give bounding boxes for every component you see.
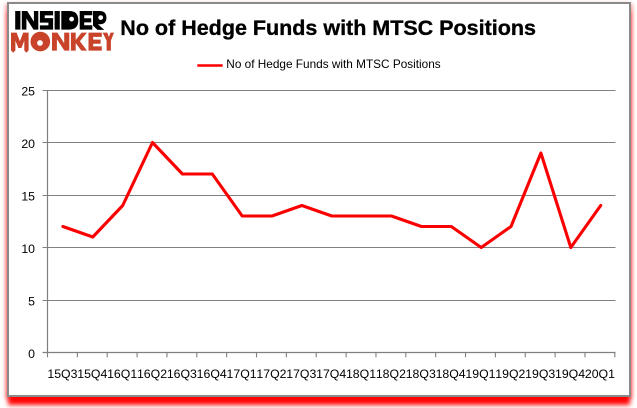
svg-text:19Q1: 19Q1 [465, 367, 495, 381]
svg-text:18Q4: 18Q4 [436, 367, 466, 381]
svg-text:19Q4: 19Q4 [555, 367, 585, 381]
svg-text:16Q4: 16Q4 [197, 367, 227, 381]
svg-text:10: 10 [21, 242, 35, 256]
svg-text:25: 25 [21, 84, 35, 98]
svg-text:17Q3: 17Q3 [286, 367, 316, 381]
svg-text:20Q1: 20Q1 [585, 367, 615, 381]
svg-text:17Q1: 17Q1 [227, 367, 257, 381]
svg-text:19Q3: 19Q3 [525, 367, 555, 381]
svg-text:15Q3: 15Q3 [47, 367, 77, 381]
svg-text:16Q3: 16Q3 [167, 367, 197, 381]
svg-text:18Q3: 18Q3 [406, 367, 436, 381]
svg-text:15Q4: 15Q4 [77, 367, 107, 381]
svg-text:15: 15 [21, 189, 35, 203]
svg-text:0: 0 [28, 347, 35, 361]
svg-text:17Q2: 17Q2 [256, 367, 286, 381]
svg-text:17Q4: 17Q4 [316, 367, 346, 381]
svg-text:20: 20 [21, 137, 35, 151]
svg-text:16Q2: 16Q2 [137, 367, 167, 381]
svg-text:No of Hedge Funds with MTSC Po: No of Hedge Funds with MTSC Positions [120, 16, 536, 40]
svg-text:16Q1: 16Q1 [107, 367, 137, 381]
svg-text:No of Hedge Funds with MTSC Po: No of Hedge Funds with MTSC Positions [226, 57, 441, 71]
svg-text:19Q2: 19Q2 [495, 367, 525, 381]
svg-text:18Q2: 18Q2 [376, 367, 406, 381]
svg-text:18Q1: 18Q1 [346, 367, 376, 381]
svg-text:5: 5 [28, 294, 35, 308]
